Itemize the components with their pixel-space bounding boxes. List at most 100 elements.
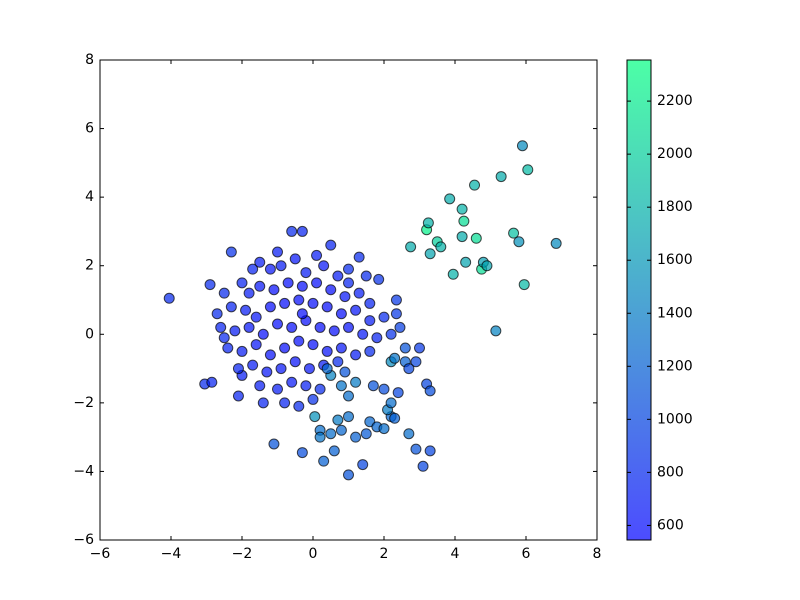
point bbox=[435, 241, 447, 253]
point bbox=[218, 332, 230, 344]
colorbar-tick-label: 1400 bbox=[657, 305, 693, 321]
point bbox=[444, 193, 456, 205]
point bbox=[410, 443, 422, 455]
point bbox=[518, 279, 530, 291]
point bbox=[243, 287, 255, 299]
point bbox=[296, 447, 308, 459]
x-tick-label: 4 bbox=[451, 546, 460, 562]
point bbox=[272, 383, 283, 395]
colorbar-tick-label: 600 bbox=[657, 517, 684, 533]
point bbox=[332, 356, 344, 368]
point bbox=[225, 301, 237, 313]
y-tick-label: 4 bbox=[85, 189, 94, 205]
point bbox=[390, 294, 402, 306]
point bbox=[254, 380, 266, 392]
point bbox=[460, 256, 472, 268]
y-tick-label: 8 bbox=[85, 52, 94, 68]
point bbox=[289, 253, 301, 265]
point bbox=[367, 380, 379, 392]
point bbox=[307, 393, 319, 405]
point bbox=[264, 349, 276, 361]
point bbox=[399, 342, 411, 354]
point bbox=[232, 363, 244, 375]
colorbar-tick-label: 1800 bbox=[657, 199, 693, 215]
point bbox=[371, 332, 383, 344]
point bbox=[211, 308, 223, 320]
point bbox=[339, 291, 351, 303]
point bbox=[243, 321, 255, 333]
point bbox=[279, 342, 291, 354]
point bbox=[394, 321, 406, 333]
point bbox=[204, 279, 216, 291]
point bbox=[522, 164, 534, 176]
point bbox=[225, 246, 237, 258]
point bbox=[335, 424, 347, 436]
x-tick-label: 8 bbox=[593, 546, 602, 562]
point bbox=[163, 292, 175, 304]
point bbox=[335, 380, 347, 392]
point bbox=[328, 445, 340, 457]
point bbox=[215, 321, 227, 333]
point bbox=[357, 328, 369, 340]
x-tick-label: −2 bbox=[232, 546, 253, 562]
point bbox=[335, 308, 347, 320]
point bbox=[360, 428, 372, 440]
point bbox=[410, 356, 422, 368]
point bbox=[275, 260, 287, 272]
point bbox=[392, 387, 404, 399]
point bbox=[279, 397, 291, 409]
point bbox=[264, 263, 276, 275]
point bbox=[318, 455, 330, 467]
point bbox=[232, 390, 244, 402]
x-tick-label: −4 bbox=[161, 546, 182, 562]
point bbox=[268, 284, 280, 296]
point bbox=[357, 459, 369, 471]
point bbox=[481, 260, 493, 272]
point bbox=[218, 287, 230, 299]
point bbox=[321, 363, 333, 375]
y-tick-label: 2 bbox=[85, 258, 94, 274]
point bbox=[236, 277, 248, 289]
y-tick-label: −2 bbox=[73, 395, 94, 411]
point bbox=[422, 217, 434, 229]
colorbar-frame bbox=[626, 59, 652, 541]
point bbox=[470, 232, 482, 244]
point bbox=[513, 236, 525, 248]
point bbox=[254, 256, 266, 268]
colorbar-tick-label: 1600 bbox=[657, 252, 693, 268]
point bbox=[385, 328, 397, 340]
point bbox=[303, 363, 315, 375]
point bbox=[222, 342, 234, 354]
y-tick-label: −6 bbox=[73, 532, 94, 548]
point bbox=[261, 366, 273, 378]
point bbox=[257, 328, 269, 340]
point bbox=[378, 383, 390, 395]
point bbox=[272, 246, 283, 258]
point bbox=[275, 363, 287, 375]
y-tick-label: 0 bbox=[85, 326, 94, 342]
point bbox=[424, 385, 436, 397]
point bbox=[364, 297, 376, 309]
point bbox=[405, 241, 417, 253]
point bbox=[247, 359, 259, 371]
point bbox=[373, 273, 385, 285]
point bbox=[240, 304, 252, 316]
point bbox=[293, 294, 305, 306]
point bbox=[314, 431, 326, 443]
colorbar bbox=[627, 60, 651, 540]
point bbox=[350, 304, 362, 316]
point bbox=[254, 280, 266, 292]
x-tick-label: −6 bbox=[90, 546, 111, 562]
x-tick-label: 0 bbox=[309, 546, 318, 562]
point bbox=[268, 438, 280, 450]
point bbox=[307, 339, 319, 351]
point bbox=[264, 301, 276, 313]
point bbox=[424, 445, 436, 457]
point bbox=[236, 345, 248, 357]
colorbar-tick-label: 2000 bbox=[657, 146, 693, 162]
point bbox=[456, 203, 468, 215]
point bbox=[353, 287, 365, 299]
point bbox=[350, 376, 362, 388]
point bbox=[272, 318, 283, 330]
